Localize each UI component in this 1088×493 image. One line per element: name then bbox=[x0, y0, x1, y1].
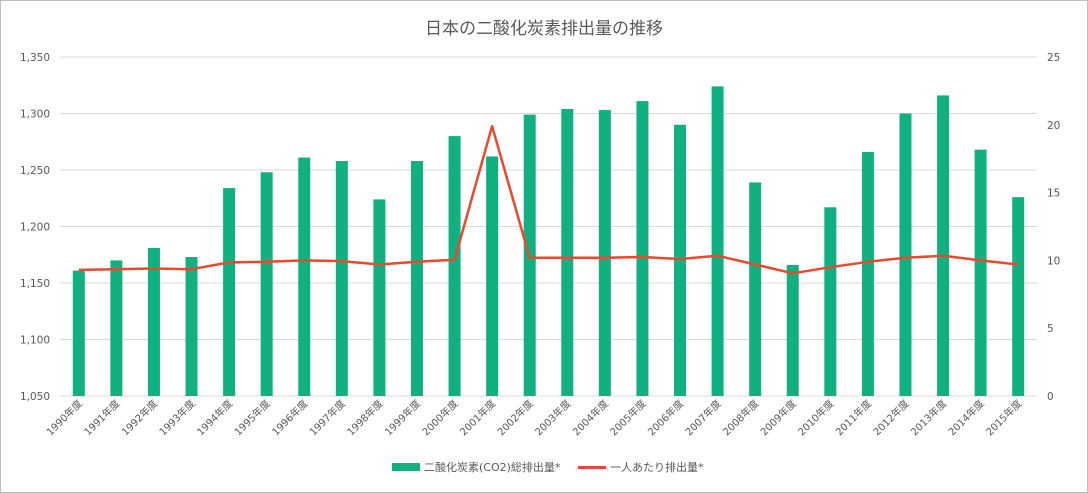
y-axis-tick-label: 1,100 bbox=[20, 335, 50, 347]
x-axis-tick-label: 2000年度 bbox=[419, 397, 460, 438]
bar bbox=[110, 260, 123, 396]
x-axis-tick-label: 1994年度 bbox=[194, 397, 235, 438]
y2-axis-tick-label: 25 bbox=[1047, 52, 1060, 64]
legend-label-total-emissions: 二酸化炭素(CO2)総排出量* bbox=[424, 461, 561, 474]
y-axis-tick-label: 1,350 bbox=[20, 52, 50, 64]
x-axis-tick-label: 2013年度 bbox=[908, 397, 949, 438]
x-axis-tick-label: 2009年度 bbox=[758, 397, 799, 438]
legend-swatch-line bbox=[578, 465, 606, 469]
bar bbox=[749, 182, 762, 396]
y-axis-tick-label: 1,050 bbox=[20, 391, 50, 403]
x-axis-tick-label: 1996年度 bbox=[269, 397, 310, 438]
y-axis-tick-label: 1,150 bbox=[20, 278, 50, 290]
bar bbox=[223, 188, 236, 396]
bar bbox=[674, 124, 687, 397]
bar bbox=[636, 101, 649, 396]
legend-label-per-capita: 一人あたり排出量* bbox=[610, 461, 704, 474]
x-axis-tick-label: 1997年度 bbox=[307, 397, 348, 438]
bar bbox=[373, 199, 386, 396]
bar bbox=[335, 160, 348, 396]
x-axis-tick-label: 2008年度 bbox=[720, 397, 761, 438]
y-axis-tick-label: 1,300 bbox=[20, 109, 50, 121]
series-line bbox=[78, 124, 1019, 275]
bar bbox=[824, 207, 837, 396]
y2-axis-tick-label: 20 bbox=[1047, 120, 1060, 132]
x-axis-tick-label: 1992年度 bbox=[119, 397, 160, 438]
x-axis-tick-label: 1995年度 bbox=[231, 397, 272, 438]
x-axis-tick-label: 2011年度 bbox=[833, 397, 874, 438]
bar bbox=[260, 172, 273, 396]
x-axis-tick-label: 2007年度 bbox=[682, 397, 723, 438]
x-axis-tick-label: 1999年度 bbox=[382, 397, 423, 438]
bar bbox=[486, 156, 499, 396]
chart-title: 日本の二酸化炭素排出量の推移 bbox=[425, 19, 663, 39]
x-axis-tick-label: 2003年度 bbox=[532, 397, 573, 438]
y2-axis-tick-label: 0 bbox=[1047, 391, 1054, 403]
y-axis-tick-label: 1,250 bbox=[20, 165, 50, 177]
y2-axis-tick-label: 5 bbox=[1047, 323, 1054, 335]
x-axis-tick-label: 2012年度 bbox=[870, 397, 911, 438]
y2-axis-tick-label: 10 bbox=[1047, 255, 1060, 267]
bar bbox=[974, 149, 987, 396]
y2-axis-tick-label: 15 bbox=[1047, 188, 1060, 200]
x-axis-tick-label: 1998年度 bbox=[344, 397, 385, 438]
x-axis-tick-label: 1991年度 bbox=[81, 397, 122, 438]
bar bbox=[1012, 197, 1025, 396]
x-axis-tick-label: 1993年度 bbox=[156, 397, 197, 438]
bar bbox=[711, 86, 724, 396]
x-axis-tick-label: 2005年度 bbox=[607, 397, 648, 438]
legend-item-per-capita: 一人あたり排出量* bbox=[578, 459, 704, 475]
bar bbox=[147, 247, 160, 396]
x-axis-tick-label: 2015年度 bbox=[983, 397, 1024, 438]
legend-swatch-bar bbox=[392, 463, 420, 471]
bar bbox=[899, 113, 912, 396]
bar bbox=[72, 270, 85, 396]
bar bbox=[298, 157, 311, 396]
legend-item-total-emissions: 二酸化炭素(CO2)総排出量* bbox=[392, 459, 560, 475]
x-axis-tick-label: 2006年度 bbox=[645, 397, 686, 438]
x-axis-tick-label: 2004年度 bbox=[570, 397, 611, 438]
x-axis-tick-label: 2010年度 bbox=[795, 397, 836, 438]
x-axis-tick-label: 1990年度 bbox=[44, 397, 85, 438]
bar bbox=[410, 160, 423, 396]
x-axis-tick-label: 2014年度 bbox=[945, 397, 986, 438]
x-axis-tick-label: 2001年度 bbox=[457, 397, 498, 438]
bar bbox=[185, 257, 198, 396]
bar bbox=[448, 136, 461, 396]
bar bbox=[598, 110, 611, 397]
y-axis-tick-label: 1,200 bbox=[20, 222, 50, 234]
x-axis-tick-label: 2002年度 bbox=[495, 397, 536, 438]
bar bbox=[861, 151, 874, 396]
bar bbox=[786, 264, 799, 396]
bar bbox=[937, 95, 950, 397]
bar bbox=[561, 108, 574, 396]
